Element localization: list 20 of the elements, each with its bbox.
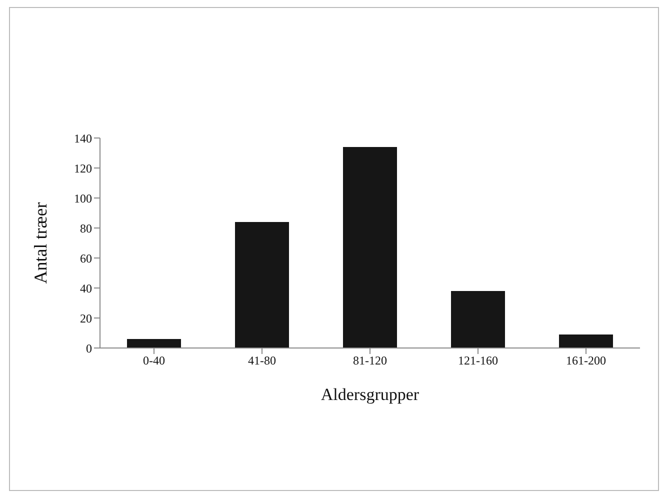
- y-tick-label: 40: [80, 281, 92, 296]
- x-tick-label: 41-80: [248, 354, 276, 368]
- x-tick-label: 81-120: [353, 354, 387, 368]
- x-tick-label: 161-200: [566, 354, 606, 368]
- bar: [235, 222, 289, 348]
- bar: [343, 147, 397, 348]
- y-tick-label: 120: [74, 161, 92, 176]
- x-tick-label: 121-160: [458, 354, 498, 368]
- y-axis-title: Antal træer: [30, 202, 50, 284]
- x-axis-title: Aldersgrupper: [320, 385, 420, 404]
- y-tick-label: 60: [80, 251, 92, 266]
- y-tick-label: 80: [80, 221, 92, 236]
- y-tick-label: 20: [80, 311, 92, 326]
- y-tick-label: 0: [86, 341, 92, 356]
- bar: [559, 334, 613, 348]
- y-tick-label: 100: [74, 191, 92, 206]
- y-tick-label: 140: [74, 131, 92, 146]
- bar: [451, 291, 505, 348]
- x-tick-label: 0-40: [143, 354, 165, 368]
- bar: [127, 339, 181, 348]
